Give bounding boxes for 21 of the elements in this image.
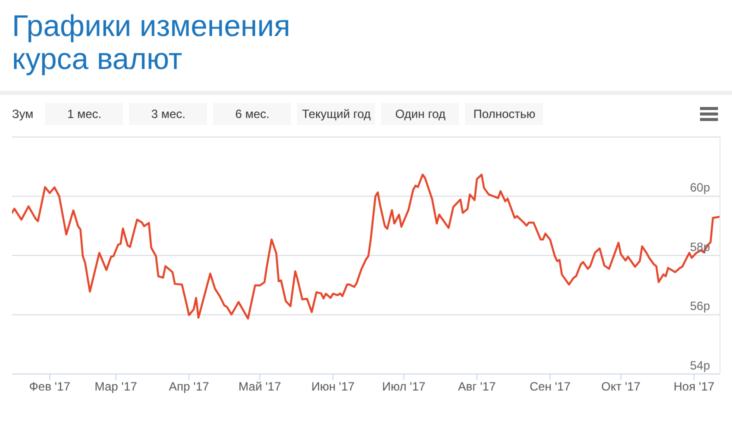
x-tick-label: Сен '17 xyxy=(530,380,571,394)
y-tick-label: 56р xyxy=(690,299,710,314)
x-tick-label: Фев '17 xyxy=(29,380,71,394)
x-tick-label: Май '17 xyxy=(238,380,282,394)
text: Один год xyxy=(381,103,460,125)
x-tick-label: Окт '17 xyxy=(601,380,641,394)
text: 6 мес. xyxy=(213,103,292,125)
text: Зум xyxy=(12,107,34,121)
x-tick-label: Авг '17 xyxy=(458,380,496,394)
chart-title: Графики изменения курса валют xyxy=(12,10,292,76)
text: 1 мес. xyxy=(45,103,124,125)
y-tick-label: 54р xyxy=(690,358,710,372)
x-tick-label: Мар '17 xyxy=(94,380,138,394)
x-tick-label: Июн '17 xyxy=(311,380,355,394)
y-tick-label: 60р xyxy=(690,180,710,195)
text: Текущий год xyxy=(297,103,376,125)
x-tick-label: Ноя '17 xyxy=(674,380,715,394)
text: Полностью xyxy=(465,103,544,125)
x-tick-label: Июл '17 xyxy=(382,380,426,394)
text: 3 мес. xyxy=(129,103,208,125)
x-tick-label: Апр '17 xyxy=(168,380,210,394)
